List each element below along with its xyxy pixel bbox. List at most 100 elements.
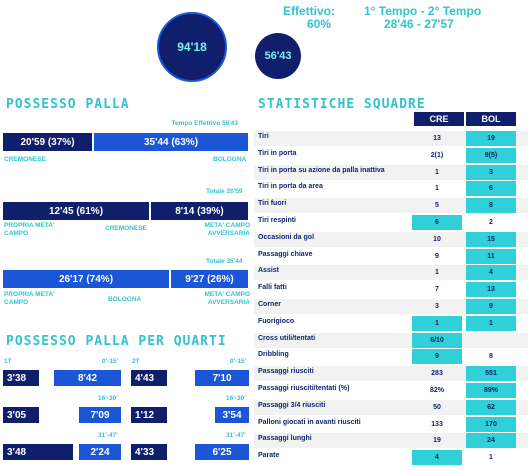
- tempi-label: 1° Tempo - 2° Tempo: [364, 4, 482, 18]
- stats-row-label: Tiri in porta da area: [258, 183, 323, 191]
- stats-row-cre: 1: [435, 269, 439, 277]
- stats-row-bol: 8: [489, 353, 493, 361]
- bol-own-half-label: PROPRIA META' CAMPO: [4, 291, 55, 306]
- cre-own-half-bar: 12'45 (61%): [3, 202, 149, 220]
- second-half-label: 2T: [132, 358, 140, 365]
- cre-opp-half-bar: 8'14 (39%): [151, 202, 248, 220]
- stats-row: Passaggi chiave 9 11: [254, 248, 528, 264]
- bol-opp-half-label: META' CAMPO AVVERSARIA: [204, 291, 250, 306]
- stats-row-label: Palloni giocati in avanti riusciti: [258, 418, 361, 426]
- t2q2-bol-bar: 3'54: [215, 407, 249, 423]
- cre-opp-half-label: META' CAMPO AVVERSARIA: [204, 222, 250, 237]
- cre-own-half-label: PROPRIA META' CAMPO: [4, 222, 55, 237]
- stats-title: STATISTICHE SQUADRE: [258, 97, 426, 112]
- stats-row: Falli fatti 7 13: [254, 282, 528, 298]
- stats-row-cre: 9: [435, 252, 439, 260]
- first-half-label: 1T: [4, 358, 12, 365]
- stats-row-bol: 13: [466, 282, 516, 298]
- stats-row-cre: 1: [435, 185, 439, 193]
- stats-row: Passaggi riusciti 283 551: [254, 366, 528, 382]
- t1q3-bol-bar: 2'24: [79, 444, 121, 460]
- stats-row-bol: 6: [466, 181, 516, 197]
- stats-row-cre: 19: [433, 437, 441, 445]
- stats-row: Assist 1 4: [254, 265, 528, 281]
- t1q1-range: 0'-15': [102, 358, 119, 365]
- stats-row: Tiri fuori 5 8: [254, 198, 528, 214]
- effective-time-circle: 56'43: [255, 33, 301, 79]
- stats-row-label: Fuorigioco: [258, 317, 295, 325]
- stats-row-cre: 50: [433, 403, 441, 411]
- t2q1-range: 0'-15': [230, 358, 247, 365]
- effettivo-value: 60%: [307, 17, 332, 31]
- tempi-value: 28'46 - 27'57: [384, 17, 454, 31]
- stats-row: Corner 3 9: [254, 299, 528, 314]
- stats-row-label: Assist: [258, 267, 280, 275]
- stats-row-cre: 4: [412, 450, 462, 466]
- stats-row-label: Passaggi chiave: [258, 250, 313, 258]
- t2q3-cre-bar: 4'33: [131, 444, 167, 460]
- bol-total: Totale 35'44: [206, 258, 243, 265]
- stats-row: Fuorigioco 1 1: [254, 315, 528, 331]
- stats-row-bol: 9(5): [466, 147, 516, 163]
- stats-row: Cross utili/tentati 6/10: [254, 332, 528, 348]
- cre-total: Totale 20'59: [206, 188, 243, 195]
- stats-row: Palloni giocati in avanti riusciti 133 170: [254, 416, 528, 432]
- stats-row-bol: 170: [466, 416, 516, 432]
- bol-possession-bar: 35'44 (63%): [94, 133, 248, 151]
- t2q1-bol-bar: 7'10: [195, 370, 249, 386]
- stats-row-cre: 9: [412, 349, 462, 365]
- total-time-circle: 94'18: [157, 12, 227, 82]
- stats-row-label: Passaggi lunghi: [258, 435, 312, 443]
- stats-row-cre: 13: [433, 135, 441, 142]
- bol-team-label: BOLOGNA: [108, 296, 142, 303]
- tempo-effettivo-label: Tempo Effettivo 56'43: [171, 120, 238, 127]
- stats-row: Tiri in porta 2(1) 9(5): [254, 147, 528, 163]
- stats-row-bol: 15: [466, 231, 516, 247]
- effettivo-label: Effettivo:: [283, 4, 335, 18]
- total-time: 94'18: [177, 40, 207, 54]
- stats-row-label: Tiri respinti: [258, 217, 296, 224]
- stats-row-bol: 1: [466, 315, 516, 331]
- t2q3-bol-bar: 6'25: [195, 444, 249, 460]
- stats-row-label: Tiri in porta: [258, 149, 297, 157]
- t2q2-range: 16'-30': [226, 395, 246, 402]
- t2q3-range: 31'-47': [226, 432, 246, 439]
- stats-row-bol: 19: [466, 131, 516, 146]
- bol-label: BOLOGNA: [213, 156, 247, 163]
- t1q1-cre-bar: 3'38: [3, 370, 39, 386]
- quarti-title: POSSESSO PALLA PER QUARTI: [6, 334, 227, 349]
- stats-row-cre: 5: [435, 202, 439, 210]
- stats-row-cre: 10: [433, 235, 441, 243]
- stats-row-bol: 24: [466, 433, 516, 449]
- stats-row-bol: 4: [466, 265, 516, 281]
- t1q2-cre-bar: 3'05: [3, 407, 39, 423]
- stats-row: Parate 4 1: [254, 450, 528, 466]
- stats-row-cre: 6: [412, 215, 462, 230]
- col-cre-header: CRE: [414, 112, 464, 126]
- stats-row-cre: 1: [435, 168, 439, 176]
- stats-row-label: Tiri fuori: [258, 200, 287, 208]
- stats-row-cre: 283: [431, 370, 443, 378]
- stats-row-cre: 7: [435, 286, 439, 294]
- stats-row-label: Parate: [258, 452, 280, 460]
- stats-row-label: Corner: [258, 301, 281, 308]
- stats-row-label: Tiri in porta su azione da palla inattiv…: [258, 166, 385, 174]
- stats-row: Dribbling 9 8: [254, 349, 528, 365]
- stats-row-label: Passaggi riusciti: [258, 368, 314, 376]
- stats-row-bol: 3: [466, 164, 516, 180]
- stats-row-bol: 9: [466, 299, 516, 314]
- effective-time: 56'43: [264, 50, 292, 62]
- stats-row: Tiri 13 19: [254, 131, 528, 146]
- stats-row-bol: 2: [489, 219, 493, 226]
- stats-row: Passaggi lunghi 19 24: [254, 433, 528, 449]
- stats-row-cre: 1: [412, 315, 462, 331]
- stats-row-cre: 133: [431, 420, 443, 428]
- t1q3-cre-bar: 3'48: [3, 444, 73, 460]
- stats-row-label: Dribbling: [258, 351, 289, 359]
- t2q1-cre-bar: 4'43: [131, 370, 167, 386]
- cre-label: CREMONESE: [4, 156, 46, 163]
- stats-row-cre: 82%: [429, 387, 444, 394]
- stats-row-bol: 1: [489, 454, 493, 462]
- cre-possession-bar: 20'59 (37%): [3, 133, 92, 151]
- stats-row-bol: 551: [466, 366, 516, 382]
